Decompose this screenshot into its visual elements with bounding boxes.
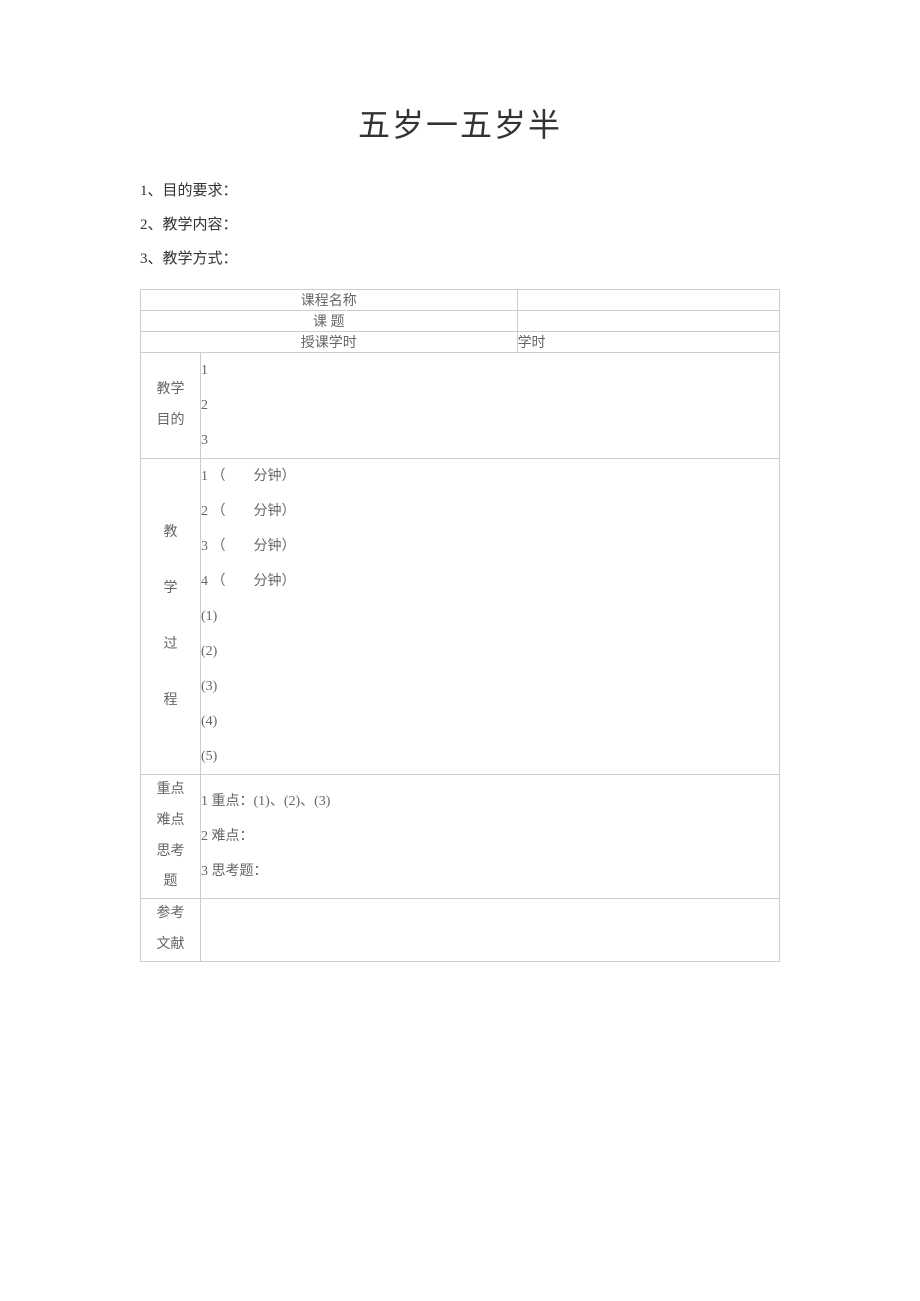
keypoints-line3: 3 思考题： (201, 854, 779, 889)
content-hours: 学时 (517, 332, 779, 353)
label-keypoints-line1: 重点 (141, 775, 200, 806)
label-references-line1: 参考 (141, 899, 200, 930)
label-process-line2: 学 (141, 561, 200, 617)
process-line5: (1) (201, 599, 779, 634)
keypoints-line2: 2 难点： (201, 819, 779, 854)
label-process: 教 学 过 程 (141, 459, 201, 775)
label-objectives-line1: 教学 (141, 375, 200, 406)
table-row-references: 参考 文献 (141, 899, 780, 962)
label-references-line2: 文献 (141, 930, 200, 961)
list-item-1: 1、目的要求： (140, 176, 780, 206)
content-keypoints: 1 重点：(1)、(2)、(3) 2 难点： 3 思考题： (201, 775, 780, 899)
label-keypoints-line2: 难点 (141, 806, 200, 837)
keypoints-line1: 1 重点：(1)、(2)、(3) (201, 784, 779, 819)
label-course-name: 课程名称 (141, 290, 518, 311)
objectives-line2: 2 (201, 388, 779, 423)
process-line8: (4) (201, 704, 779, 739)
label-topic: 课 题 (141, 311, 518, 332)
label-process-line3: 过 (141, 617, 200, 673)
process-line6: (2) (201, 634, 779, 669)
content-course-name (517, 290, 779, 311)
document-title: 五岁一五岁半 (140, 100, 780, 146)
lesson-plan-table: 课程名称 课 题 授课学时 学时 教学 目的 1 2 3 教 学 过 程 1 （… (140, 289, 780, 962)
intro-list: 1、目的要求： 2、教学内容： 3、教学方式： (140, 176, 780, 274)
objectives-line3: 3 (201, 423, 779, 458)
process-line2: 2 （ 分钟） (201, 494, 779, 529)
content-process: 1 （ 分钟） 2 （ 分钟） 3 （ 分钟） 4 （ 分钟） (1) (2) … (201, 459, 780, 775)
label-process-line4: 程 (141, 673, 200, 729)
table-row-course-name: 课程名称 (141, 290, 780, 311)
label-references: 参考 文献 (141, 899, 201, 962)
content-topic (517, 311, 779, 332)
process-line7: (3) (201, 669, 779, 704)
label-objectives: 教学 目的 (141, 353, 201, 459)
table-row-topic: 课 题 (141, 311, 780, 332)
label-hours: 授课学时 (141, 332, 518, 353)
label-objectives-line2: 目的 (141, 406, 200, 437)
list-item-2: 2、教学内容： (140, 210, 780, 240)
table-row-hours: 授课学时 学时 (141, 332, 780, 353)
label-keypoints-line4: 题 (141, 867, 200, 898)
process-line1: 1 （ 分钟） (201, 459, 779, 494)
objectives-line1: 1 (201, 353, 779, 388)
table-row-keypoints: 重点 难点 思考 题 1 重点：(1)、(2)、(3) 2 难点： 3 思考题： (141, 775, 780, 899)
process-line9: (5) (201, 739, 779, 774)
label-process-line1: 教 (141, 505, 200, 561)
process-line4: 4 （ 分钟） (201, 564, 779, 599)
label-keypoints-line3: 思考 (141, 837, 200, 868)
label-keypoints: 重点 难点 思考 题 (141, 775, 201, 899)
table-row-objectives: 教学 目的 1 2 3 (141, 353, 780, 459)
table-row-process: 教 学 过 程 1 （ 分钟） 2 （ 分钟） 3 （ 分钟） 4 （ 分钟） … (141, 459, 780, 775)
content-references (201, 899, 780, 962)
process-line3: 3 （ 分钟） (201, 529, 779, 564)
list-item-3: 3、教学方式： (140, 244, 780, 274)
content-objectives: 1 2 3 (201, 353, 780, 459)
